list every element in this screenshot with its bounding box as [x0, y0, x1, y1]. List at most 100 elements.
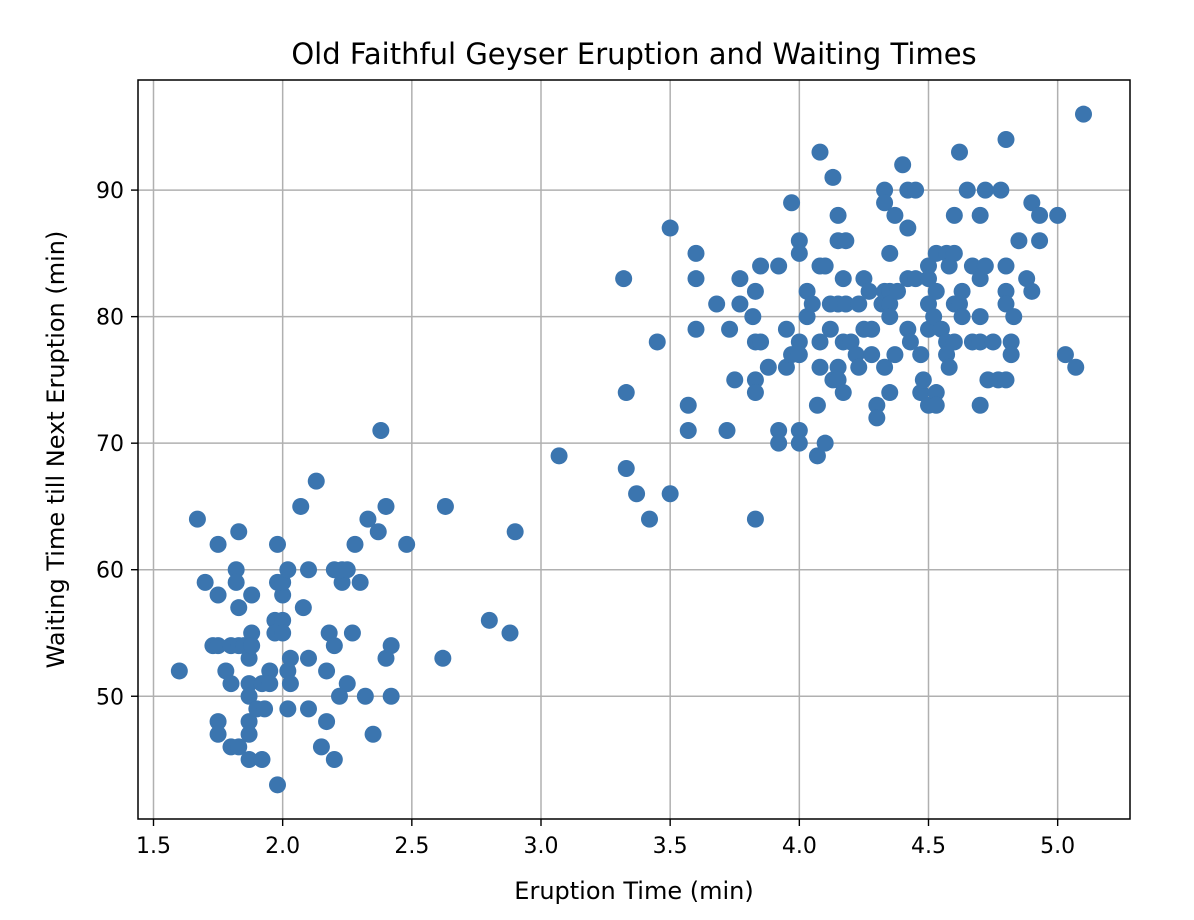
scatter-point	[1075, 105, 1092, 123]
scatter-point	[731, 295, 749, 313]
scatter-point	[770, 422, 788, 440]
scatter-point	[821, 320, 839, 338]
scatter-point	[230, 523, 248, 541]
scatter-point	[434, 649, 452, 667]
scatter-point	[687, 270, 705, 288]
x-tick-label: 2.0	[265, 834, 300, 859]
scatter-point	[876, 181, 894, 199]
scatter-point	[868, 409, 886, 427]
scatter-point	[243, 637, 261, 655]
scatter-point	[170, 662, 188, 680]
scatter-point	[1005, 308, 1023, 326]
scatter-point	[997, 130, 1015, 148]
scatter-point	[927, 396, 945, 414]
scatter-point	[351, 573, 369, 591]
scatter-point	[886, 206, 904, 224]
y-tick-label: 80	[96, 306, 124, 331]
scatter-point	[501, 624, 519, 642]
scatter-point	[243, 586, 261, 604]
scatter-point	[240, 649, 258, 667]
scatter-point	[398, 535, 416, 553]
scatter-point	[721, 320, 739, 338]
scatter-point	[770, 257, 788, 275]
scatter-point	[209, 725, 227, 743]
scatter-point	[783, 194, 801, 212]
scatter-point	[240, 725, 258, 743]
scatter-point	[971, 333, 989, 351]
plot-frame	[137, 79, 1131, 820]
scatter-point	[886, 346, 904, 364]
scatter-point	[209, 713, 227, 731]
scatter-point	[927, 282, 945, 300]
scatter-point	[971, 308, 989, 326]
scatter-point	[274, 611, 292, 629]
scatter-point	[945, 206, 963, 224]
scatter-point	[876, 358, 894, 376]
chart-title: Old Faithful Geyser Eruption and Waiting…	[291, 37, 976, 71]
scatter-point	[746, 384, 764, 402]
scatter-point	[881, 244, 899, 262]
scatter-point	[300, 649, 317, 667]
y-tick-label: 70	[96, 432, 124, 457]
scatter-point	[1002, 346, 1020, 364]
scatter-point	[899, 320, 917, 338]
scatter-point	[269, 776, 286, 794]
scatter-point	[356, 687, 374, 705]
scatter-point	[480, 611, 498, 629]
scatter-point	[687, 244, 705, 262]
scatter-point	[816, 434, 834, 452]
scatter-point	[240, 687, 258, 705]
scatter-point	[992, 181, 1010, 199]
scatter-point	[325, 637, 343, 655]
scatter-point	[829, 358, 847, 376]
scatter-point	[359, 510, 377, 528]
scatter-point	[1056, 346, 1074, 364]
scatter-point	[318, 713, 336, 731]
scatter-point	[648, 333, 666, 351]
scatter-point	[847, 346, 865, 364]
scatter-point	[1023, 282, 1041, 300]
scatter-point	[506, 523, 524, 541]
scatter-point	[811, 333, 829, 351]
x-tick-label: 1.5	[136, 834, 171, 859]
scatter-point	[338, 561, 356, 579]
scatter-point	[976, 257, 994, 275]
scatter-point	[274, 586, 292, 604]
scatter-point	[803, 295, 821, 313]
scatter-point	[269, 535, 286, 553]
scatter-point	[850, 295, 868, 313]
scatter-point	[1031, 232, 1049, 250]
scatter-point	[894, 156, 912, 174]
scatter-point	[860, 282, 878, 300]
scatter-point	[1010, 232, 1028, 250]
scatter-point	[281, 675, 299, 693]
scatter-point	[951, 295, 968, 313]
scatter-point	[951, 143, 968, 161]
x-tick-label: 4.0	[782, 834, 817, 859]
scatter-point	[708, 295, 726, 313]
scatter-point	[243, 624, 261, 642]
scatter-point	[382, 637, 400, 655]
scatter-point	[868, 396, 886, 414]
scatter-point	[907, 181, 925, 199]
scatter-point	[927, 384, 945, 402]
scatter-point	[1049, 206, 1067, 224]
scatter-point	[209, 637, 227, 655]
scatter-point	[744, 308, 762, 326]
scatter-point	[790, 244, 808, 262]
scatter-point	[997, 371, 1015, 389]
scatter-point	[790, 422, 808, 440]
scatter-point	[331, 687, 348, 705]
scatter-point	[790, 434, 808, 452]
scatter-point	[920, 257, 937, 275]
scatter-point	[912, 346, 930, 364]
scatter-point	[997, 257, 1015, 275]
scatter-point	[279, 700, 297, 718]
scatter-point	[834, 384, 852, 402]
scatter-point	[281, 649, 299, 667]
scatter-point	[307, 472, 325, 490]
scatter-point	[279, 561, 297, 579]
scatter-point	[617, 384, 635, 402]
scatter-point	[997, 282, 1015, 300]
scatter-point	[209, 586, 227, 604]
